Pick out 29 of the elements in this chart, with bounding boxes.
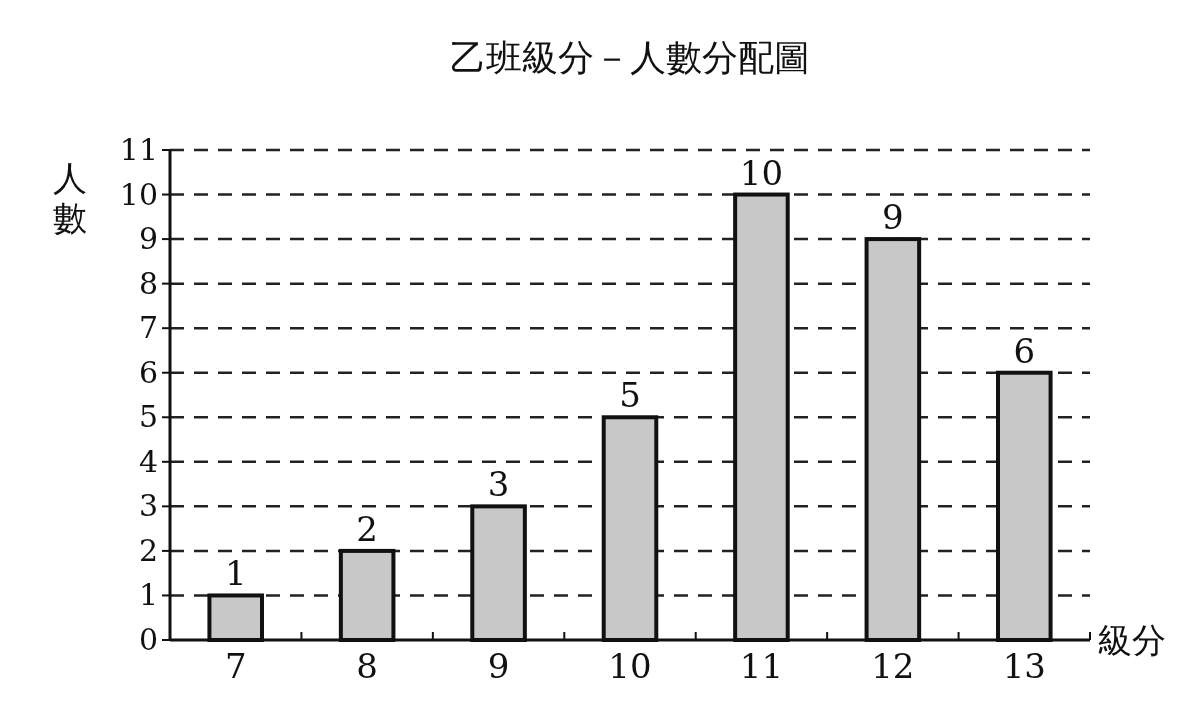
x-tick-label: 7 xyxy=(224,646,247,686)
y-tick-label: 7 xyxy=(138,310,158,346)
y-tick-label: 2 xyxy=(138,532,158,568)
y-tick-label: 8 xyxy=(138,265,158,301)
y-tick-label: 5 xyxy=(138,399,158,435)
y-tick-label: 0 xyxy=(138,622,158,657)
x-tick-label: 12 xyxy=(871,646,915,686)
data-label: 3 xyxy=(487,464,510,505)
chart-title: 乙班級分－人數分配圖 xyxy=(450,37,810,78)
x-tick-label: 9 xyxy=(487,646,510,686)
data-label: 9 xyxy=(882,197,904,238)
y-axis-title: 人數 xyxy=(53,158,87,238)
data-label: 5 xyxy=(619,375,641,416)
y-tick-label: 11 xyxy=(119,132,158,167)
y-tick-label: 6 xyxy=(138,354,158,390)
x-tick-label: 11 xyxy=(739,646,784,686)
data-label: 6 xyxy=(1013,330,1036,371)
y-tick-label: 3 xyxy=(138,488,158,524)
data-label: 1 xyxy=(224,553,247,594)
x-axis-title: 級分 xyxy=(1098,620,1166,660)
data-label: 2 xyxy=(356,508,378,549)
y-tick-label: 9 xyxy=(138,221,158,257)
x-tick-label: 8 xyxy=(356,646,378,686)
x-tick-label: 10 xyxy=(608,646,652,686)
x-tick-label: 13 xyxy=(1002,646,1046,686)
y-tick-label: 1 xyxy=(138,577,158,613)
data-label: 10 xyxy=(739,152,784,193)
y-tick-label: 4 xyxy=(138,443,158,479)
y-tick-label: 10 xyxy=(119,176,158,212)
